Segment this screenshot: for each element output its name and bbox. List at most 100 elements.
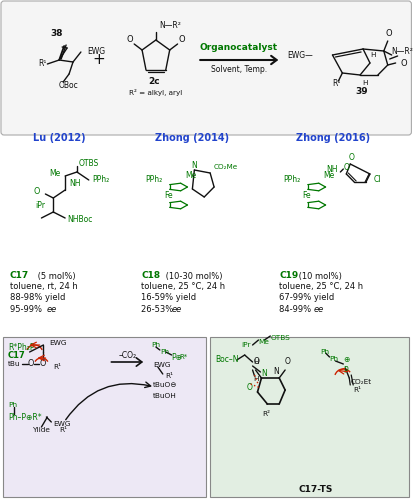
Text: O: O bbox=[348, 154, 354, 162]
Text: PPh₂: PPh₂ bbox=[93, 176, 110, 184]
Text: R¹: R¹ bbox=[353, 387, 361, 393]
Text: EWG: EWG bbox=[153, 362, 171, 368]
Text: Ph: Ph bbox=[329, 356, 339, 362]
Text: R*Ph₂P: R*Ph₂P bbox=[8, 342, 34, 351]
FancyBboxPatch shape bbox=[3, 337, 206, 497]
Text: Organocatalyst: Organocatalyst bbox=[200, 42, 278, 51]
Text: 16-59% yield: 16-59% yield bbox=[141, 294, 196, 302]
Text: 95-99%: 95-99% bbox=[10, 304, 44, 314]
Text: C19: C19 bbox=[279, 272, 298, 280]
Text: O: O bbox=[178, 34, 185, 43]
Text: O: O bbox=[343, 162, 349, 172]
Text: +: + bbox=[92, 52, 105, 68]
Text: H: H bbox=[370, 52, 376, 58]
Text: (10 mol%): (10 mol%) bbox=[296, 272, 342, 280]
Text: R¹: R¹ bbox=[38, 58, 47, 68]
Text: Me: Me bbox=[258, 339, 269, 345]
Text: C17: C17 bbox=[10, 272, 29, 280]
Text: Ph: Ph bbox=[160, 349, 169, 355]
Text: Ph: Ph bbox=[8, 402, 17, 408]
Text: 2c: 2c bbox=[148, 78, 160, 86]
Text: 84-99%: 84-99% bbox=[279, 304, 314, 314]
Text: Lu (2012): Lu (2012) bbox=[33, 133, 86, 143]
Text: CO₂Et: CO₂Et bbox=[350, 379, 371, 385]
Text: O: O bbox=[284, 358, 290, 366]
Text: R² = alkyl, aryl: R² = alkyl, aryl bbox=[129, 88, 183, 96]
Text: O: O bbox=[247, 384, 252, 392]
Text: EWG: EWG bbox=[87, 46, 105, 56]
Text: Ph: Ph bbox=[321, 349, 330, 355]
Text: ⊕
P: ⊕ P bbox=[343, 356, 350, 374]
FancyBboxPatch shape bbox=[210, 337, 410, 497]
Text: N—R²: N—R² bbox=[159, 22, 181, 30]
Text: iPr: iPr bbox=[36, 202, 46, 210]
Text: Zhong (2014): Zhong (2014) bbox=[155, 133, 229, 143]
Text: toluene, 25 °C, 24 h: toluene, 25 °C, 24 h bbox=[279, 282, 363, 292]
Text: O: O bbox=[385, 28, 392, 38]
Text: Me: Me bbox=[185, 170, 196, 179]
Text: P⊕: P⊕ bbox=[172, 352, 183, 362]
Text: NH: NH bbox=[327, 166, 338, 174]
Text: N: N bbox=[273, 368, 279, 376]
Text: ee: ee bbox=[46, 304, 56, 314]
Text: Solvent, Temp.: Solvent, Temp. bbox=[211, 66, 267, 74]
Text: OTBS: OTBS bbox=[270, 335, 290, 341]
Text: EWG—: EWG— bbox=[287, 50, 313, 59]
Text: H: H bbox=[362, 80, 368, 86]
Text: EWG: EWG bbox=[53, 421, 71, 427]
Text: (5 mol%): (5 mol%) bbox=[35, 272, 75, 280]
Text: Me: Me bbox=[323, 170, 334, 179]
Text: O: O bbox=[254, 358, 260, 366]
Text: NHBoc: NHBoc bbox=[67, 216, 92, 224]
Text: N: N bbox=[261, 370, 267, 378]
Text: tBu: tBu bbox=[8, 361, 20, 367]
Text: iPr: iPr bbox=[242, 342, 251, 348]
Text: EWG: EWG bbox=[49, 340, 67, 346]
Text: N: N bbox=[191, 160, 197, 170]
Text: Me: Me bbox=[49, 170, 60, 178]
Text: Ylide: Ylide bbox=[33, 427, 51, 433]
Text: O: O bbox=[28, 360, 34, 368]
Text: R²: R² bbox=[263, 411, 270, 417]
Text: toluene, rt, 24 h: toluene, rt, 24 h bbox=[10, 282, 78, 292]
Text: C17-TS: C17-TS bbox=[298, 486, 333, 494]
Text: R¹: R¹ bbox=[53, 364, 61, 370]
Text: O: O bbox=[400, 58, 407, 68]
Text: H: H bbox=[254, 376, 259, 382]
Text: OTBS: OTBS bbox=[79, 160, 99, 168]
Text: R¹: R¹ bbox=[165, 373, 173, 379]
Text: toluene, 25 °C, 24 h: toluene, 25 °C, 24 h bbox=[141, 282, 225, 292]
Text: 67-99% yield: 67-99% yield bbox=[279, 294, 334, 302]
Text: (10-30 mol%): (10-30 mol%) bbox=[163, 272, 222, 280]
Text: 88-98% yield: 88-98% yield bbox=[10, 294, 65, 302]
Text: PPh₂: PPh₂ bbox=[284, 176, 301, 184]
FancyBboxPatch shape bbox=[1, 1, 411, 135]
Text: C18: C18 bbox=[141, 272, 160, 280]
Text: CO₂Me: CO₂Me bbox=[214, 164, 238, 170]
Text: Zhong (2016): Zhong (2016) bbox=[296, 133, 370, 143]
Text: H: H bbox=[254, 359, 259, 365]
Text: N—R²: N—R² bbox=[392, 48, 413, 56]
Text: 39: 39 bbox=[356, 86, 368, 96]
Text: O: O bbox=[33, 188, 39, 196]
Text: tBuO⊖: tBuO⊖ bbox=[153, 382, 177, 388]
Text: R¹: R¹ bbox=[332, 78, 341, 88]
Text: R¹: R¹ bbox=[59, 427, 67, 433]
Text: Boc–N: Boc–N bbox=[215, 356, 239, 364]
Text: Cl: Cl bbox=[374, 176, 381, 184]
Text: Fe: Fe bbox=[303, 192, 311, 200]
Text: tBuOH: tBuOH bbox=[153, 393, 177, 399]
Text: ee: ee bbox=[314, 304, 324, 314]
Text: NH: NH bbox=[69, 178, 81, 188]
Text: ee: ee bbox=[172, 304, 182, 314]
Text: 26-53%: 26-53% bbox=[141, 304, 176, 314]
Text: Ph–P⊕R*: Ph–P⊕R* bbox=[8, 412, 41, 422]
Text: 38: 38 bbox=[50, 30, 62, 38]
Text: Fe: Fe bbox=[164, 192, 173, 200]
Text: PPh₂: PPh₂ bbox=[145, 176, 163, 184]
Text: Ph: Ph bbox=[151, 342, 160, 348]
Text: R*: R* bbox=[180, 354, 188, 360]
Text: O: O bbox=[127, 34, 133, 43]
Text: –CO₂: –CO₂ bbox=[118, 352, 136, 360]
Text: O: O bbox=[39, 360, 46, 368]
